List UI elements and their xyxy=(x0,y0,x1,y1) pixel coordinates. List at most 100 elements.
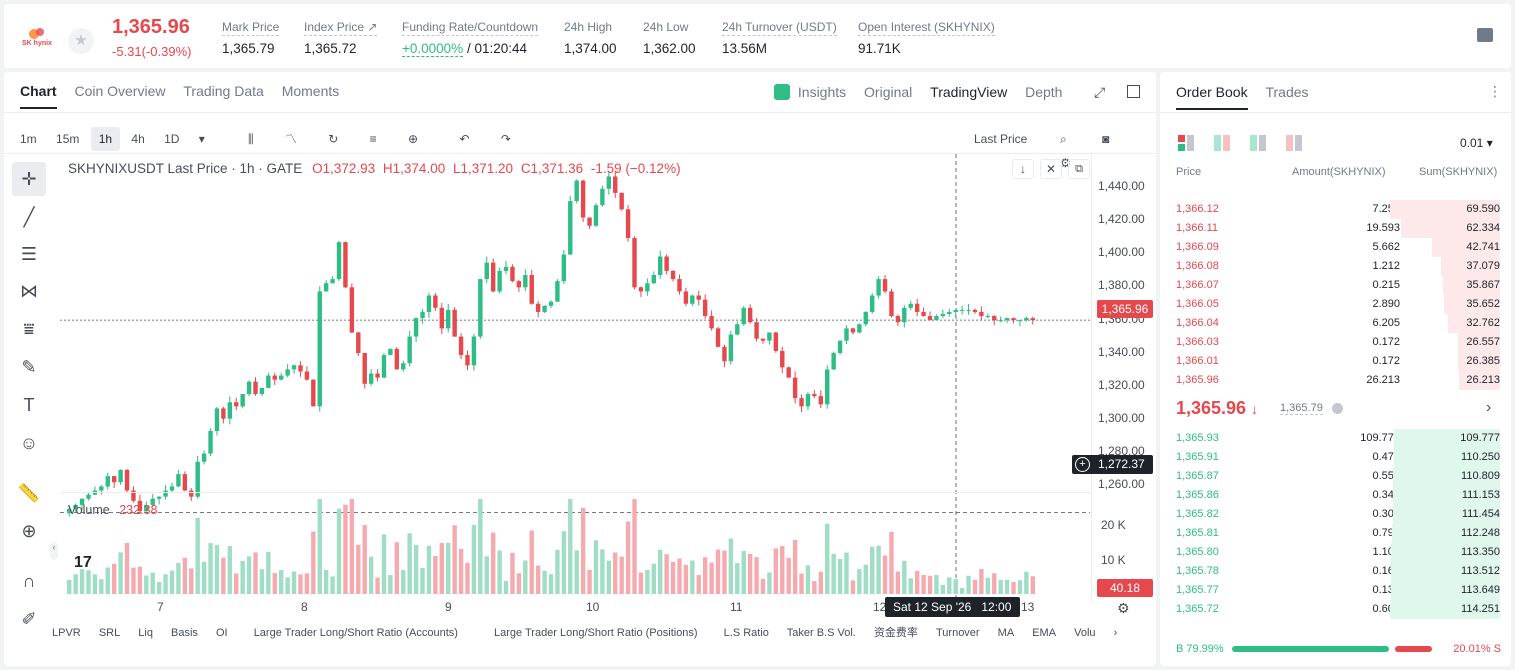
price-type-select[interactable]: Last Price xyxy=(974,132,1028,146)
expand-icon[interactable]: ⤢ xyxy=(1094,84,1106,100)
tab-original[interactable]: Original xyxy=(864,84,913,100)
bid-row[interactable]: 1,365.81 0.794 112.248 xyxy=(1176,524,1500,543)
interval-1d[interactable]: 1D xyxy=(164,132,180,146)
bid-row[interactable]: 1,365.87 0.559 110.809 xyxy=(1176,467,1500,486)
trendline-tool-icon[interactable]: ╱ xyxy=(23,207,35,227)
pattern-tool-icon[interactable]: ⋈ xyxy=(20,281,38,301)
brush-tool-icon[interactable]: ✎ xyxy=(21,357,37,377)
window-icon[interactable] xyxy=(1127,85,1140,98)
tab-trading-data[interactable]: Trading Data xyxy=(183,83,264,99)
ask-row[interactable]: 1,366.12 7.256 69.590 xyxy=(1176,200,1500,219)
favorite-star-icon[interactable]: ★ xyxy=(68,28,94,54)
bid-row[interactable]: 1,365.77 0.137 113.649 xyxy=(1176,581,1500,600)
ruler-tool-icon[interactable]: 📏 xyxy=(17,483,41,503)
tab-chart[interactable]: Chart xyxy=(20,83,57,109)
fullscreen-icon[interactable]: ⧉ xyxy=(1068,159,1090,179)
interval-1h[interactable]: 1h xyxy=(90,127,121,151)
ask-row[interactable]: 1,366.11 19.593 62.334 xyxy=(1176,219,1500,238)
interval-dropdown-icon[interactable]: ▾ xyxy=(198,132,205,146)
candlestick-chart[interactable] xyxy=(60,154,1096,604)
projection-tool-icon[interactable]: ⩸ xyxy=(23,319,35,339)
chevron-right-icon[interactable]: › xyxy=(1486,399,1492,416)
stat-index-price[interactable]: Index Price ↗ 1,365.72 xyxy=(304,20,378,56)
candle-body xyxy=(792,377,798,399)
tab-tradingview[interactable]: TradingView xyxy=(930,84,1008,100)
search-icon[interactable]: ⌕ xyxy=(1060,132,1075,146)
redo-icon[interactable]: ↷ xyxy=(500,132,517,146)
settings-gear-icon[interactable]: ⚙ xyxy=(1060,156,1079,170)
bid-row[interactable]: 1,365.86 0.344 111.153 xyxy=(1176,486,1500,505)
indicator-item[interactable]: Volu xyxy=(1074,627,1096,639)
crosshair-tool-icon[interactable]: ✛ xyxy=(12,162,46,196)
volume-bar xyxy=(420,567,425,594)
indicators-icon[interactable]: 〽 xyxy=(284,132,303,146)
templates-icon[interactable]: ≡ xyxy=(369,132,383,146)
indicator-item[interactable]: Large Trader Long/Short Ratio (Accounts) xyxy=(253,627,458,639)
bid-row[interactable]: 1,365.82 0.301 111.454 xyxy=(1176,505,1500,524)
indicator-item[interactable]: Turnover xyxy=(935,627,980,639)
bid-row[interactable]: 1,365.80 1.102 113.350 xyxy=(1176,543,1500,562)
close-x-icon[interactable]: ✕ xyxy=(1040,159,1062,179)
interval-15m[interactable]: 15m xyxy=(56,132,80,146)
replay-icon[interactable]: ↻ xyxy=(328,132,345,146)
tab-depth[interactable]: Depth xyxy=(1025,84,1063,100)
ask-row[interactable]: 1,366.08 1.212 37.079 xyxy=(1176,257,1500,276)
add-alert-icon[interactable]: + xyxy=(1075,457,1090,472)
lock-draw-tool-icon[interactable]: ✐ xyxy=(21,609,37,629)
tab-moments[interactable]: Moments xyxy=(281,83,340,99)
indicator-item[interactable]: L.S Ratio xyxy=(723,627,769,639)
interval-4h[interactable]: 4h xyxy=(131,132,145,146)
axis-settings-icon[interactable]: ⚙ xyxy=(1117,600,1130,616)
fib-tool-icon[interactable]: ☰ xyxy=(20,244,38,264)
tab-trades[interactable]: Trades xyxy=(1265,84,1309,100)
ask-row[interactable]: 1,365.96 26.213 26.213 xyxy=(1176,371,1500,390)
chevron-right-icon[interactable]: › xyxy=(1113,627,1118,639)
bid-row[interactable]: 1,365.72 0.602 114.251 xyxy=(1176,600,1500,619)
indicator-item[interactable]: Taker B.S Vol. xyxy=(786,627,856,639)
view-both-icon[interactable] xyxy=(1178,135,1194,151)
view-asks-icon[interactable] xyxy=(1286,135,1302,151)
view-bids-icon[interactable] xyxy=(1214,135,1230,151)
ask-row[interactable]: 1,366.04 6.205 32.762 xyxy=(1176,314,1500,333)
undo-icon[interactable]: ↶ xyxy=(459,132,476,146)
bid-row[interactable]: 1,365.78 0.162 113.512 xyxy=(1176,562,1500,581)
camera-icon[interactable]: ◙ xyxy=(1102,132,1118,146)
ask-row[interactable]: 1,366.01 0.172 26.385 xyxy=(1176,352,1500,371)
tab-insights[interactable]: Insights xyxy=(797,84,847,100)
tab-coin-overview[interactable]: Coin Overview xyxy=(74,83,166,99)
book-icon[interactable] xyxy=(1477,28,1493,42)
alert-add-icon[interactable]: ⊕ xyxy=(408,132,425,146)
y-tick: 1,440.00 xyxy=(1098,179,1145,193)
more-menu-icon[interactable]: ⋮ xyxy=(1488,83,1502,99)
collapse-toolbar-icon[interactable]: ‹ xyxy=(50,542,58,560)
indicator-item[interactable]: 资金费率 xyxy=(873,627,918,639)
indicator-item[interactable]: Liq xyxy=(138,627,153,639)
emoji-tool-icon[interactable]: ☺ xyxy=(19,433,39,453)
indicator-item[interactable]: EMA xyxy=(1032,627,1057,639)
volume-bar xyxy=(79,569,85,594)
interval-1m[interactable]: 1m xyxy=(20,132,37,146)
ask-row[interactable]: 1,366.05 2.890 35.652 xyxy=(1176,295,1500,314)
candle-type-icon[interactable]: ⫼ xyxy=(248,132,260,146)
view-asks-bids-icon[interactable] xyxy=(1250,135,1266,151)
ask-row[interactable]: 1,366.07 0.215 35.867 xyxy=(1176,276,1500,295)
ask-row[interactable]: 1,366.09 5.662 42.741 xyxy=(1176,238,1500,257)
indicator-item[interactable]: SRL xyxy=(98,627,121,639)
volume-tag: 40.18 xyxy=(1097,579,1153,597)
stat-open-interest: Open Interest (SKHYNIX) 91.71K xyxy=(858,20,995,56)
scroll-down-icon[interactable]: ↓ xyxy=(1012,159,1034,179)
ask-row[interactable]: 1,366.03 0.172 26.557 xyxy=(1176,333,1500,352)
tab-order-book[interactable]: Order Book xyxy=(1176,84,1248,110)
indicator-item[interactable]: LPVR xyxy=(52,627,81,639)
bid-row[interactable]: 1,365.93 109.777 109.777 xyxy=(1176,429,1500,448)
text-tool-icon[interactable]: T xyxy=(23,395,35,415)
zoom-tool-icon[interactable]: ⊕ xyxy=(21,521,37,541)
indicator-item[interactable]: Basis xyxy=(171,627,198,639)
magnet-tool-icon[interactable]: ∩ xyxy=(22,571,36,591)
indicator-item[interactable]: OI xyxy=(216,627,228,639)
precision-select[interactable]: 0.01 ▾ xyxy=(1460,136,1493,150)
indicator-item[interactable]: MA xyxy=(997,627,1015,639)
indicator-item[interactable]: Large Trader Long/Short Ratio (Positions… xyxy=(493,627,698,639)
volume-bar xyxy=(670,561,676,594)
bid-row[interactable]: 1,365.91 0.473 110.250 xyxy=(1176,448,1500,467)
